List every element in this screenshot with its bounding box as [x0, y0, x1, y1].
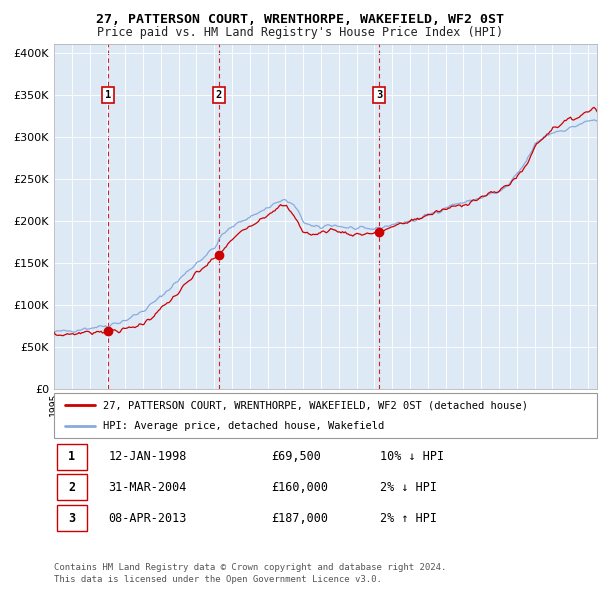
Text: HPI: Average price, detached house, Wakefield: HPI: Average price, detached house, Wake… [103, 421, 384, 431]
Text: Price paid vs. HM Land Registry's House Price Index (HPI): Price paid vs. HM Land Registry's House … [97, 26, 503, 39]
Text: 2: 2 [68, 481, 75, 494]
Text: 3: 3 [68, 512, 75, 525]
Text: £187,000: £187,000 [271, 512, 328, 525]
FancyBboxPatch shape [57, 505, 86, 531]
Text: 2: 2 [215, 90, 222, 100]
FancyBboxPatch shape [57, 474, 86, 500]
FancyBboxPatch shape [54, 393, 597, 438]
Text: 2% ↑ HPI: 2% ↑ HPI [380, 512, 437, 525]
Text: 3: 3 [376, 90, 382, 100]
Text: £69,500: £69,500 [271, 450, 321, 463]
Text: 10% ↓ HPI: 10% ↓ HPI [380, 450, 444, 463]
Text: 2% ↓ HPI: 2% ↓ HPI [380, 481, 437, 494]
Text: 27, PATTERSON COURT, WRENTHORPE, WAKEFIELD, WF2 0ST: 27, PATTERSON COURT, WRENTHORPE, WAKEFIE… [96, 13, 504, 26]
Text: 08-APR-2013: 08-APR-2013 [109, 512, 187, 525]
Text: Contains HM Land Registry data © Crown copyright and database right 2024.
This d: Contains HM Land Registry data © Crown c… [54, 563, 446, 584]
Text: 1: 1 [68, 450, 75, 463]
Text: £160,000: £160,000 [271, 481, 328, 494]
Text: 12-JAN-1998: 12-JAN-1998 [109, 450, 187, 463]
Text: 31-MAR-2004: 31-MAR-2004 [109, 481, 187, 494]
Text: 1: 1 [105, 90, 111, 100]
Text: 27, PATTERSON COURT, WRENTHORPE, WAKEFIELD, WF2 0ST (detached house): 27, PATTERSON COURT, WRENTHORPE, WAKEFIE… [103, 400, 528, 410]
FancyBboxPatch shape [57, 444, 86, 470]
